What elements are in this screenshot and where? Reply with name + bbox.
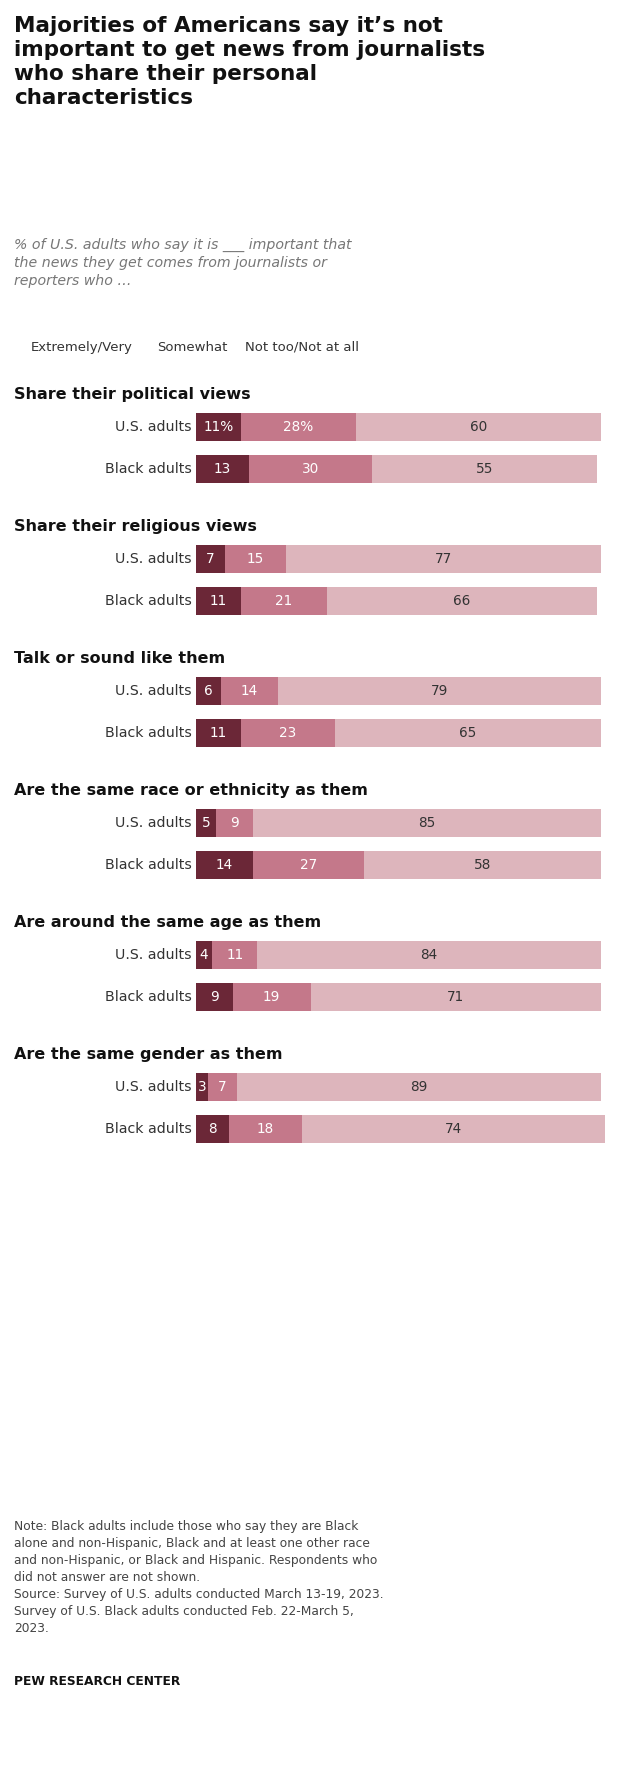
Text: Extremely/Very: Extremely/Very bbox=[31, 340, 133, 355]
Text: 7: 7 bbox=[206, 552, 215, 567]
Text: U.S. adults: U.S. adults bbox=[115, 552, 192, 567]
Bar bbox=[372, 454, 597, 483]
Text: 11: 11 bbox=[226, 948, 244, 962]
Bar bbox=[278, 677, 601, 706]
Bar bbox=[196, 809, 216, 838]
Text: Black adults: Black adults bbox=[105, 725, 192, 740]
Text: 15: 15 bbox=[247, 552, 264, 567]
Text: % of U.S. adults who say it is ___ important that
the news they get comes from j: % of U.S. adults who say it is ___ impor… bbox=[14, 239, 352, 289]
Bar bbox=[249, 454, 372, 483]
Bar bbox=[196, 545, 224, 574]
Text: 74: 74 bbox=[445, 1123, 463, 1135]
Text: 14: 14 bbox=[241, 684, 258, 699]
Text: U.S. adults: U.S. adults bbox=[115, 421, 192, 435]
Text: Note: Black adults include those who say they are Black
alone and non-Hispanic, : Note: Black adults include those who say… bbox=[14, 1520, 384, 1636]
Bar bbox=[208, 1073, 237, 1101]
Text: U.S. adults: U.S. adults bbox=[115, 684, 192, 699]
Text: Share their religious views: Share their religious views bbox=[14, 519, 257, 535]
Bar bbox=[196, 852, 253, 879]
Text: 71: 71 bbox=[447, 991, 464, 1003]
Text: Majorities of Americans say it’s not
important to get news from journalists
who : Majorities of Americans say it’s not imp… bbox=[14, 16, 485, 109]
Text: Talk or sound like them: Talk or sound like them bbox=[14, 650, 225, 666]
Text: 84: 84 bbox=[420, 948, 438, 962]
Bar bbox=[224, 545, 286, 574]
Bar bbox=[241, 586, 327, 615]
Bar bbox=[241, 718, 335, 747]
Text: PEW RESEARCH CENTER: PEW RESEARCH CENTER bbox=[14, 1675, 180, 1688]
Text: 30: 30 bbox=[302, 462, 319, 476]
Text: 11%: 11% bbox=[203, 421, 234, 435]
Text: 77: 77 bbox=[435, 552, 452, 567]
Bar bbox=[303, 1116, 605, 1142]
Text: Black adults: Black adults bbox=[105, 991, 192, 1003]
Bar bbox=[216, 809, 253, 838]
Bar bbox=[196, 1116, 229, 1142]
Text: U.S. adults: U.S. adults bbox=[115, 948, 192, 962]
Text: U.S. adults: U.S. adults bbox=[115, 1080, 192, 1094]
Text: 5: 5 bbox=[202, 816, 211, 830]
Text: 28%: 28% bbox=[283, 421, 313, 435]
Text: 4: 4 bbox=[200, 948, 208, 962]
Bar bbox=[213, 941, 257, 969]
Bar bbox=[253, 809, 601, 838]
Bar bbox=[196, 677, 221, 706]
Text: Are the same race or ethnicity as them: Are the same race or ethnicity as them bbox=[14, 782, 368, 798]
Text: 85: 85 bbox=[418, 816, 436, 830]
Bar bbox=[196, 1073, 208, 1101]
Bar bbox=[364, 852, 601, 879]
Text: 7: 7 bbox=[218, 1080, 227, 1094]
Bar bbox=[196, 586, 241, 615]
Text: 18: 18 bbox=[257, 1123, 274, 1135]
Bar bbox=[196, 941, 213, 969]
Text: 11: 11 bbox=[210, 593, 227, 608]
Bar bbox=[196, 454, 249, 483]
Text: 27: 27 bbox=[300, 857, 317, 871]
Text: Share their political views: Share their political views bbox=[14, 387, 250, 403]
Bar bbox=[241, 413, 355, 440]
Bar bbox=[233, 984, 311, 1010]
Bar bbox=[355, 413, 601, 440]
Text: 19: 19 bbox=[263, 991, 280, 1003]
Text: Black adults: Black adults bbox=[105, 1123, 192, 1135]
Bar bbox=[253, 852, 364, 879]
Bar bbox=[221, 677, 278, 706]
Text: 3: 3 bbox=[198, 1080, 206, 1094]
Text: 9: 9 bbox=[231, 816, 239, 830]
Text: Black adults: Black adults bbox=[105, 593, 192, 608]
Text: U.S. adults: U.S. adults bbox=[115, 816, 192, 830]
Bar bbox=[229, 1116, 303, 1142]
Bar bbox=[335, 718, 601, 747]
Text: Black adults: Black adults bbox=[105, 462, 192, 476]
Text: Black adults: Black adults bbox=[105, 857, 192, 871]
Text: 66: 66 bbox=[453, 593, 471, 608]
Text: 11: 11 bbox=[210, 725, 227, 740]
Text: 79: 79 bbox=[431, 684, 448, 699]
Text: 6: 6 bbox=[204, 684, 213, 699]
Text: 65: 65 bbox=[459, 725, 477, 740]
Text: Not too/Not at all: Not too/Not at all bbox=[246, 340, 360, 355]
Text: 14: 14 bbox=[216, 857, 233, 871]
Text: 55: 55 bbox=[476, 462, 493, 476]
Bar bbox=[196, 413, 241, 440]
Text: 9: 9 bbox=[210, 991, 219, 1003]
Text: Somewhat: Somewhat bbox=[157, 340, 227, 355]
Bar bbox=[327, 586, 597, 615]
Text: 58: 58 bbox=[474, 857, 491, 871]
Text: 8: 8 bbox=[208, 1123, 216, 1135]
Text: 60: 60 bbox=[469, 421, 487, 435]
Bar bbox=[237, 1073, 601, 1101]
Bar bbox=[257, 941, 601, 969]
Bar bbox=[196, 718, 241, 747]
Bar bbox=[311, 984, 601, 1010]
Text: 21: 21 bbox=[275, 593, 293, 608]
Text: 23: 23 bbox=[280, 725, 296, 740]
Bar bbox=[196, 984, 233, 1010]
Text: Are the same gender as them: Are the same gender as them bbox=[14, 1048, 283, 1062]
Text: Are around the same age as them: Are around the same age as them bbox=[14, 914, 321, 930]
Text: 89: 89 bbox=[410, 1080, 428, 1094]
Text: 13: 13 bbox=[214, 462, 231, 476]
Bar bbox=[286, 545, 601, 574]
